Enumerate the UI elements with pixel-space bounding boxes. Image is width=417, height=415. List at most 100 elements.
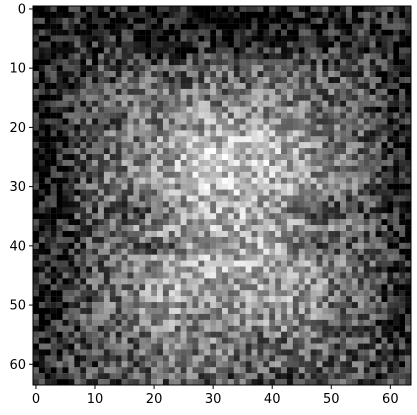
image-pixel bbox=[80, 219, 87, 226]
image-pixel bbox=[346, 177, 353, 184]
image-pixel bbox=[174, 284, 181, 291]
image-pixel bbox=[245, 142, 252, 149]
image-pixel bbox=[50, 35, 57, 42]
image-pixel bbox=[198, 242, 205, 249]
image-pixel bbox=[387, 213, 394, 220]
image-pixel bbox=[369, 189, 376, 196]
image-pixel bbox=[233, 189, 240, 196]
image-pixel bbox=[357, 17, 364, 24]
image-pixel bbox=[357, 130, 364, 137]
image-pixel bbox=[334, 11, 341, 18]
image-pixel bbox=[239, 219, 246, 226]
image-pixel bbox=[298, 82, 305, 90]
image-pixel bbox=[180, 77, 187, 84]
image-pixel bbox=[298, 266, 305, 273]
image-pixel bbox=[357, 142, 364, 149]
image-pixel bbox=[168, 213, 175, 220]
image-pixel bbox=[97, 225, 105, 232]
image-pixel bbox=[180, 29, 187, 36]
image-pixel bbox=[399, 379, 406, 386]
image-pixel bbox=[316, 124, 323, 131]
image-pixel bbox=[239, 242, 246, 249]
image-pixel bbox=[56, 355, 63, 362]
image-pixel bbox=[304, 100, 311, 107]
image-pixel bbox=[298, 159, 305, 167]
image-pixel bbox=[139, 177, 146, 184]
image-pixel bbox=[310, 242, 317, 249]
image-pixel bbox=[62, 35, 69, 42]
image-pixel bbox=[233, 124, 240, 131]
image-pixel bbox=[310, 148, 317, 155]
image-pixel bbox=[33, 201, 40, 208]
image-pixel bbox=[157, 337, 164, 344]
image-pixel bbox=[121, 219, 128, 226]
image-pixel bbox=[103, 201, 110, 208]
image-pixel bbox=[405, 17, 412, 24]
image-pixel bbox=[346, 165, 353, 172]
image-pixel bbox=[38, 159, 45, 167]
image-pixel bbox=[281, 59, 288, 66]
image-pixel bbox=[322, 130, 329, 137]
image-pixel bbox=[198, 201, 205, 208]
image-pixel bbox=[198, 106, 205, 113]
image-pixel bbox=[109, 331, 116, 338]
image-pixel bbox=[346, 130, 353, 137]
image-pixel bbox=[44, 11, 51, 18]
image-pixel bbox=[33, 331, 40, 338]
image-pixel bbox=[56, 207, 63, 214]
image-pixel bbox=[257, 154, 264, 161]
image-pixel bbox=[340, 94, 347, 101]
image-pixel bbox=[38, 195, 45, 202]
image-pixel bbox=[233, 23, 240, 30]
image-pixel bbox=[74, 77, 81, 84]
image-pixel bbox=[233, 77, 240, 84]
image-pixel bbox=[80, 88, 87, 95]
image-pixel bbox=[38, 65, 45, 72]
image-pixel bbox=[186, 201, 193, 208]
image-pixel bbox=[168, 231, 175, 238]
image-pixel bbox=[174, 225, 181, 232]
image-pixel bbox=[62, 379, 69, 386]
image-pixel bbox=[304, 284, 311, 291]
image-pixel bbox=[334, 349, 341, 356]
image-pixel bbox=[192, 124, 199, 131]
image-pixel bbox=[322, 112, 329, 119]
image-pixel bbox=[38, 231, 45, 238]
image-pixel bbox=[322, 82, 329, 90]
image-pixel bbox=[210, 254, 217, 261]
image-pixel bbox=[103, 47, 110, 54]
image-pixel bbox=[157, 47, 164, 54]
image-pixel bbox=[56, 302, 63, 309]
image-pixel bbox=[133, 112, 140, 119]
image-pixel bbox=[151, 278, 158, 285]
image-pixel bbox=[121, 130, 128, 137]
image-pixel bbox=[121, 136, 128, 143]
image-pixel bbox=[363, 379, 370, 386]
image-pixel bbox=[127, 171, 134, 178]
image-pixel bbox=[269, 130, 276, 137]
image-pixel bbox=[121, 189, 128, 196]
image-pixel bbox=[387, 278, 394, 285]
image-pixel bbox=[97, 124, 105, 131]
image-pixel bbox=[251, 165, 258, 172]
image-pixel bbox=[222, 266, 229, 273]
image-pixel bbox=[62, 136, 69, 143]
image-pixel bbox=[86, 17, 93, 24]
image-pixel bbox=[133, 343, 140, 350]
image-pixel bbox=[357, 124, 364, 131]
image-pixel bbox=[50, 284, 57, 291]
image-pixel bbox=[198, 361, 205, 368]
image-pixel bbox=[44, 35, 51, 42]
image-pixel bbox=[151, 272, 158, 279]
image-pixel bbox=[56, 53, 63, 60]
image-pixel bbox=[109, 236, 116, 244]
image-pixel bbox=[103, 148, 110, 155]
image-pixel bbox=[257, 349, 264, 356]
image-pixel bbox=[56, 308, 63, 315]
image-pixel bbox=[157, 201, 164, 208]
image-pixel bbox=[56, 100, 63, 107]
image-pixel bbox=[375, 213, 382, 220]
image-pixel bbox=[33, 189, 40, 196]
image-pixel bbox=[151, 331, 158, 338]
image-pixel bbox=[405, 343, 412, 350]
